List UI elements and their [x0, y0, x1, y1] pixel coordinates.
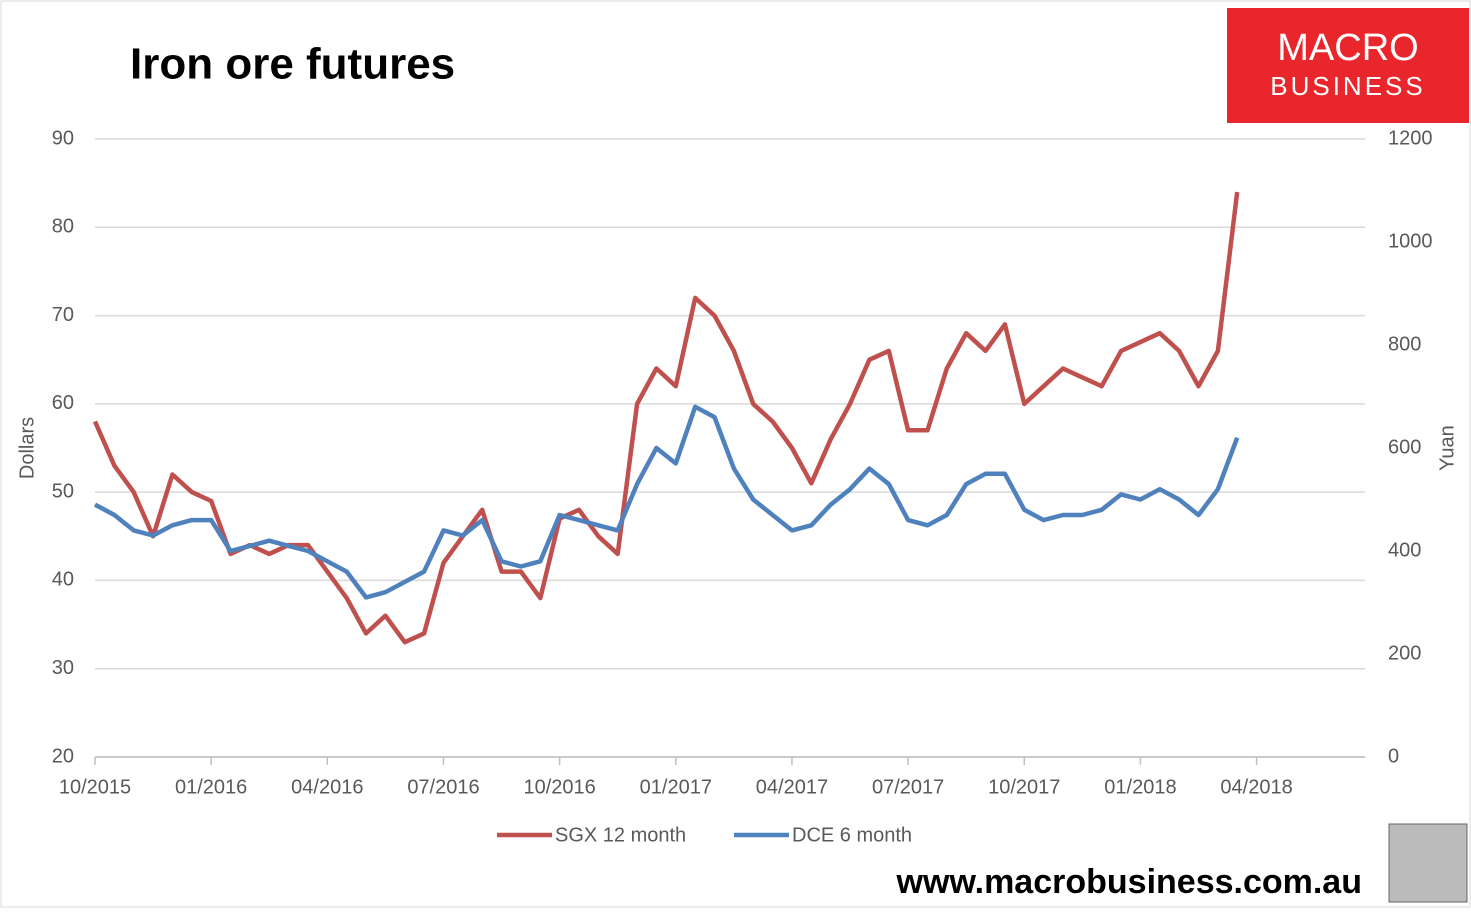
x-tick-label: 04/2017 [756, 776, 828, 798]
y-axis-label: Dollars [16, 417, 38, 479]
y2-tick-label: 200 [1388, 642, 1421, 664]
y2-tick-label: 1200 [1388, 127, 1433, 149]
x-tick-label: 10/2017 [988, 776, 1060, 798]
x-tick-label: 04/2016 [291, 776, 363, 798]
x-tick-label: 04/2018 [1220, 776, 1292, 798]
y2-tick-label: 800 [1388, 333, 1421, 355]
y2-axis-label: Yuan [1436, 425, 1458, 471]
y2-tick-label: 1000 [1388, 230, 1433, 252]
y-tick-label: 30 [52, 657, 74, 679]
x-tick-label: 01/2018 [1104, 776, 1176, 798]
chart-title: Iron ore futures [130, 40, 455, 89]
y-tick-label: 80 [52, 216, 74, 238]
x-tick-label: 01/2017 [640, 776, 712, 798]
y-tick-label: 40 [52, 569, 74, 591]
y2-tick-label: 0 [1388, 745, 1399, 767]
x-tick-label: 07/2017 [872, 776, 944, 798]
y-tick-label: 70 [52, 304, 74, 326]
legend-label: DCE 6 month [792, 824, 912, 846]
y2-tick-label: 600 [1388, 436, 1421, 458]
legend-label: SGX 12 month [555, 824, 686, 846]
x-tick-label: 01/2016 [175, 776, 247, 798]
y-tick-label: 60 [52, 392, 74, 414]
logo-text: BUSINESS [1270, 71, 1426, 101]
y2-tick-label: 400 [1388, 539, 1421, 561]
logo-box [1227, 8, 1469, 123]
logo-text: MACRO [1277, 27, 1418, 69]
y-tick-label: 20 [52, 745, 74, 767]
wolf-icon [1388, 823, 1468, 903]
x-tick-label: 07/2016 [407, 776, 479, 798]
footer-url: www.macrobusiness.com.au [896, 863, 1362, 901]
data-line [93, 404, 1240, 600]
y-tick-label: 90 [52, 127, 74, 149]
y-tick-label: 50 [52, 480, 74, 502]
x-tick-label: 10/2016 [523, 776, 595, 798]
x-tick-label: 10/2015 [59, 776, 131, 798]
